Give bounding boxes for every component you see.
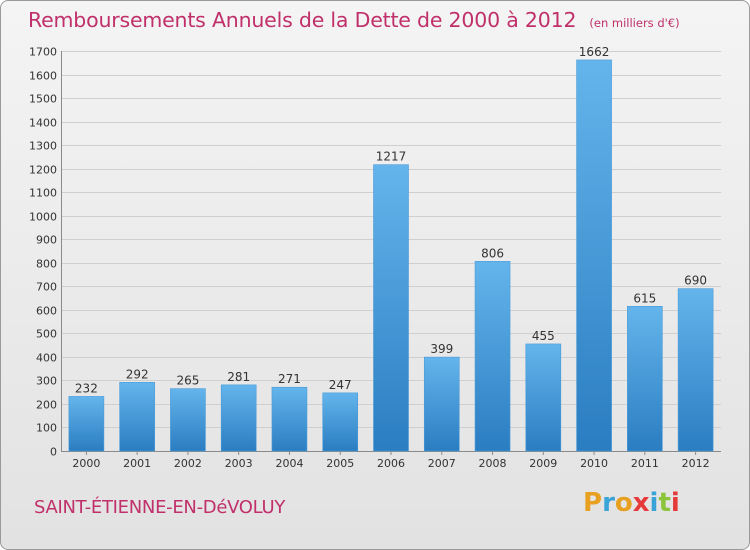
y-tick-label: 1400 [29, 117, 57, 130]
bar-2002 [170, 388, 206, 452]
y-tick-label: 800 [36, 258, 57, 271]
y-tick-label: 200 [36, 399, 57, 412]
bar-2010 [576, 59, 612, 452]
bar-2011 [627, 305, 663, 452]
y-tick-label: 1200 [29, 164, 57, 177]
value-label: 806 [481, 246, 504, 260]
value-label: 265 [176, 374, 199, 388]
x-tick-label: 2010 [580, 457, 608, 470]
logo-letter: o [614, 488, 633, 518]
bar-2009 [525, 343, 562, 452]
y-tick-label: 100 [36, 422, 57, 435]
bars [68, 59, 714, 452]
y-tick-label: 300 [36, 375, 57, 388]
logo-letter: r [602, 488, 615, 518]
chart-subtitle: (en milliers d'€) [589, 16, 680, 30]
bar-2008 [474, 261, 511, 452]
x-tick-label: 2005 [326, 457, 354, 470]
x-tick-label: 2009 [529, 457, 557, 470]
x-tick-labels: 2000 2001 2002 2003 2004 2005 2006 2007 2008 2009… [72, 451, 710, 470]
y-tick-label: 1300 [29, 140, 57, 153]
proxiti-logo: Proxiti [583, 488, 680, 518]
y-tick-labels: 0 100 200 300 400 500 600 700 800 900 1000 1100 1200… [29, 46, 57, 459]
y-tick-label: 600 [36, 305, 57, 318]
x-tick-label: 2006 [377, 457, 405, 470]
value-label: 615 [633, 291, 656, 305]
logo-letter: P [583, 488, 603, 518]
value-labels: 232 292 265 281 271 247 1217 399 806 455 1662 615 69… [75, 45, 707, 395]
value-label: 399 [430, 342, 453, 356]
logo-letter: x [632, 488, 650, 518]
y-tick-label: 1500 [29, 93, 57, 106]
bar-2003 [220, 384, 257, 452]
y-tick-label: 1000 [29, 211, 57, 224]
y-tick-label: 1600 [29, 70, 57, 83]
value-label: 232 [75, 381, 98, 395]
value-label: 292 [126, 367, 149, 381]
logo-letter: i [649, 488, 659, 518]
commune-name: SAINT-ÉTIENNE-EN-DéVOLUY [34, 497, 286, 518]
x-tick-label: 2011 [631, 457, 659, 470]
x-tick-label: 2003 [225, 457, 253, 470]
value-label: 690 [684, 274, 707, 288]
bar-2004 [271, 386, 308, 452]
y-tick-label: 1700 [29, 46, 57, 59]
x-tick-label: 2008 [479, 457, 507, 470]
value-label: 1662 [579, 45, 610, 59]
y-tick-label: 900 [36, 234, 57, 247]
bar-2000 [68, 396, 105, 452]
bar-2006 [373, 164, 409, 452]
chart-title: Remboursements Annuels de la Dette de 20… [28, 8, 577, 32]
value-label: 455 [532, 329, 555, 343]
x-tick-label: 2004 [275, 457, 303, 470]
x-tick-label: 2007 [428, 457, 456, 470]
value-label: 281 [227, 370, 250, 384]
x-tick-label: 2000 [72, 457, 100, 470]
bar-2012 [677, 288, 714, 452]
title-row: Remboursements Annuels de la Dette de 20… [28, 8, 680, 32]
y-tick-label: 400 [36, 352, 57, 365]
logo-letter: t [658, 488, 671, 518]
x-tick-label: 2012 [682, 457, 710, 470]
bar-chart: 232 292 265 281 271 247 1217 399 806 455 1662 615 69… [29, 45, 721, 470]
value-label: 1217 [376, 150, 407, 164]
bar-2001 [119, 381, 155, 452]
x-tick-label: 2002 [174, 457, 202, 470]
y-tick-label: 500 [36, 328, 57, 341]
y-tick-label: 1100 [29, 187, 57, 200]
bar-2007 [423, 356, 460, 452]
value-label: 271 [278, 372, 301, 386]
y-tick-label: 0 [50, 446, 57, 459]
logo-letter: i [670, 488, 680, 518]
bar-2005 [322, 392, 359, 452]
y-tick-label: 700 [36, 281, 57, 294]
x-tick-label: 2001 [123, 457, 151, 470]
value-label: 247 [329, 378, 352, 392]
